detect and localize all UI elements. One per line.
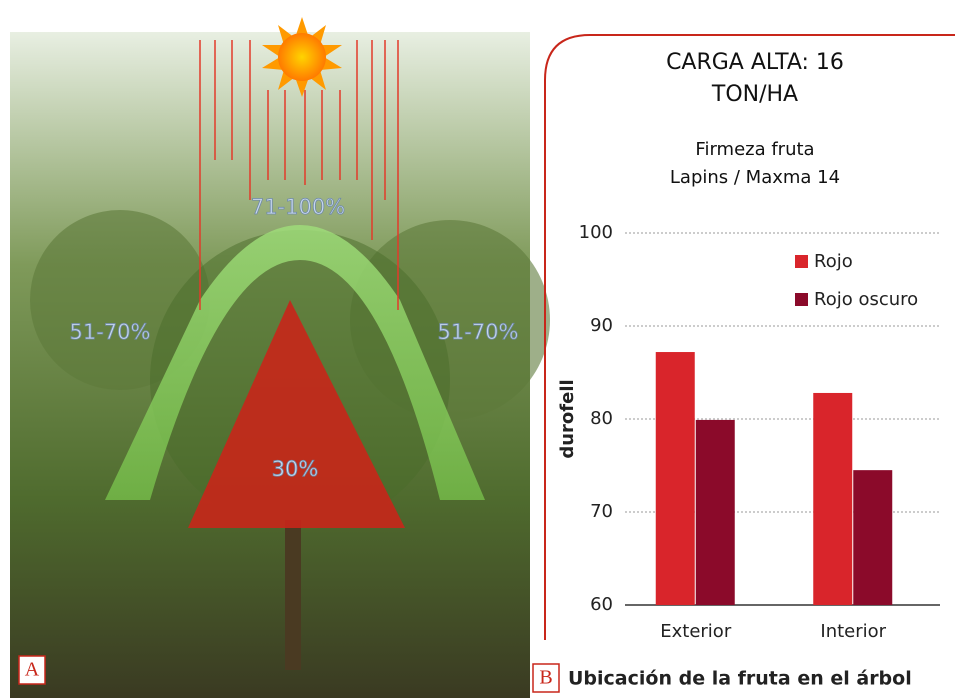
chart-title: CARGA ALTA: 16 <box>666 50 844 75</box>
y-tick-label: 80 <box>590 408 613 429</box>
bar <box>813 393 852 605</box>
chart-title: TON/HA <box>711 82 798 107</box>
bar <box>696 420 735 605</box>
legend-swatch <box>795 293 808 306</box>
x-tick-label: Interior <box>820 621 886 642</box>
zone-label: 30% <box>272 457 319 481</box>
legend-label: Rojo <box>814 251 853 272</box>
panel-letter: A <box>25 659 40 681</box>
legend-label: Rojo oscuro <box>814 289 918 310</box>
x-axis-label: Ubicación de la fruta en el árbol <box>568 668 912 690</box>
figure: 71-100% 51-70% 51-70% 30% A B Ubicación … <box>0 0 955 698</box>
y-tick-label: 90 <box>590 315 613 336</box>
x-tick-label: Exterior <box>660 621 732 642</box>
panel-letter: B <box>539 667 552 689</box>
y-tick-label: 70 <box>590 501 613 522</box>
zone-label: 51-70% <box>438 320 519 344</box>
chart-subtitle: Firmeza fruta <box>695 139 814 160</box>
y-tick-label: 100 <box>579 222 613 243</box>
zone-label: 71-100% <box>251 195 345 219</box>
figure-canvas: 71-100% 51-70% 51-70% 30% A B Ubicación … <box>0 0 955 698</box>
y-tick-label: 60 <box>590 594 613 615</box>
chart-subtitle: Lapins / Maxma 14 <box>670 167 840 188</box>
y-axis-label: durofell <box>557 379 578 458</box>
bar <box>656 352 695 605</box>
legend-swatch <box>795 255 808 268</box>
photo <box>10 17 550 698</box>
panel-border <box>545 35 955 640</box>
zone-label: 51-70% <box>70 320 151 344</box>
bar <box>853 470 892 605</box>
